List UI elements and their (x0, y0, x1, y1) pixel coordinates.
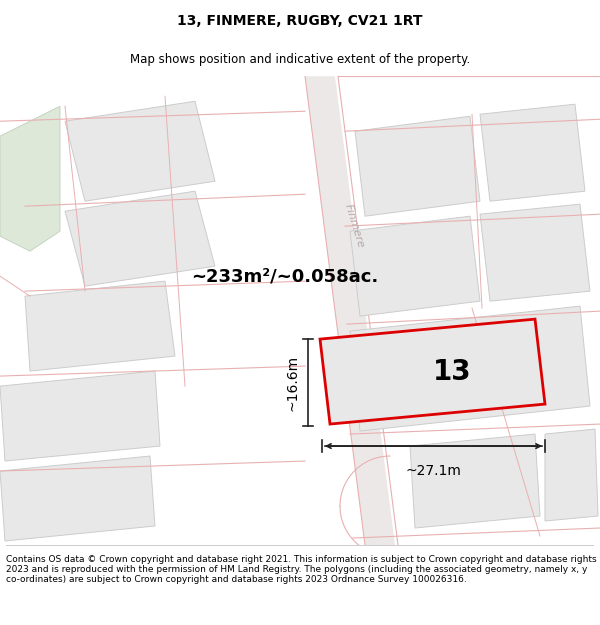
Polygon shape (0, 106, 60, 251)
Text: ~233m²/~0.058ac.: ~233m²/~0.058ac. (191, 267, 379, 285)
Polygon shape (350, 216, 480, 316)
Polygon shape (410, 434, 540, 528)
Polygon shape (545, 429, 598, 521)
Polygon shape (355, 116, 480, 216)
Text: ~16.6m: ~16.6m (286, 354, 300, 411)
Text: Contains OS data © Crown copyright and database right 2021. This information is : Contains OS data © Crown copyright and d… (6, 554, 596, 584)
Polygon shape (350, 306, 590, 431)
Text: 13, FINMERE, RUGBY, CV21 1RT: 13, FINMERE, RUGBY, CV21 1RT (177, 14, 423, 28)
Text: ~27.1m: ~27.1m (406, 464, 461, 478)
Text: Map shows position and indicative extent of the property.: Map shows position and indicative extent… (130, 53, 470, 66)
Polygon shape (480, 104, 585, 201)
Text: Finmere: Finmere (343, 203, 365, 249)
Polygon shape (65, 191, 215, 286)
Polygon shape (305, 76, 395, 545)
Polygon shape (0, 371, 160, 461)
Polygon shape (25, 281, 175, 371)
Text: 13: 13 (433, 357, 472, 386)
Polygon shape (65, 101, 215, 201)
Polygon shape (480, 204, 590, 301)
Polygon shape (0, 456, 155, 541)
Polygon shape (320, 319, 545, 424)
